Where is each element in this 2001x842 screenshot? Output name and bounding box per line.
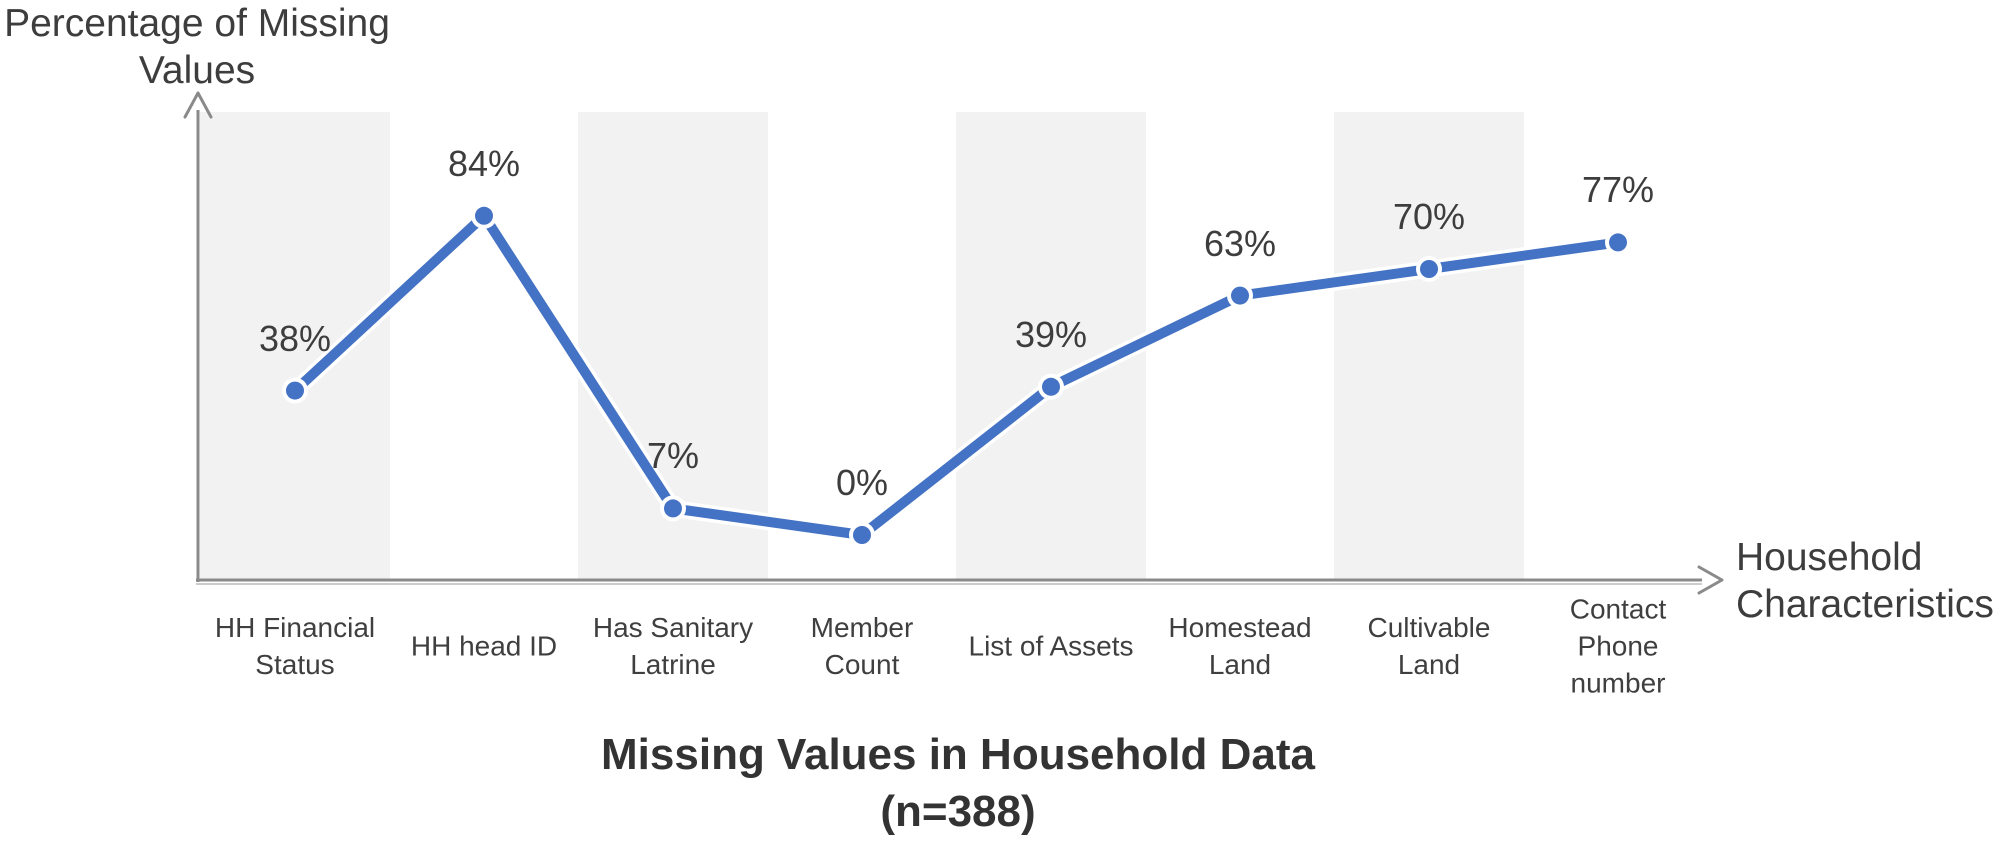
category-band [956,112,1146,580]
data-point-label: 39% [1014,313,1088,355]
data-point-marker [1609,233,1627,252]
y-axis-title: Percentage of Missing Values [4,2,390,92]
category-label: HH Financial Status [214,612,376,680]
x-axis-arrow-icon [1697,565,1724,595]
category-label: Contact Phone number [1569,593,1667,699]
category-label: Homestead Land [1168,612,1312,680]
data-point-marker [664,499,682,518]
title-block: Missing Values in Household Data (n=388) [408,726,1508,840]
category-label: HH head ID [410,630,558,662]
data-point-marker [1231,286,1249,305]
data-point-label: 70% [1392,196,1466,237]
data-point-label: 63% [1203,222,1277,264]
axes [183,91,1724,595]
category-band [1334,112,1524,580]
x-axis-title: Household Characteristics [1736,536,1994,626]
data-point-label: 84% [447,142,521,184]
data-point-marker [475,206,493,225]
data-point-marker [286,381,304,400]
category-label: Cultivable Land [1367,612,1491,680]
category-label: Has Sanitary Latrine [592,612,754,680]
y-axis-arrow-icon [183,91,213,119]
category-label: Member Count [810,612,914,680]
data-point-marker [1042,377,1060,396]
data-point-marker [1420,260,1438,278]
data-point-label: 0% [835,462,889,503]
chart-subtitle: (n=388) [880,787,1036,836]
category-bands [200,112,1524,580]
category-band [200,112,390,580]
data-point-label: 38% [258,317,332,359]
line-series [282,202,1631,548]
data-line [290,210,1623,540]
data-point-label: 7% [646,435,700,477]
chart-title: Missing Values in Household Data [601,730,1315,779]
category-label: List of Assets [968,630,1134,662]
data-point-label: 77% [1581,169,1655,211]
data-point-marker [853,526,871,544]
